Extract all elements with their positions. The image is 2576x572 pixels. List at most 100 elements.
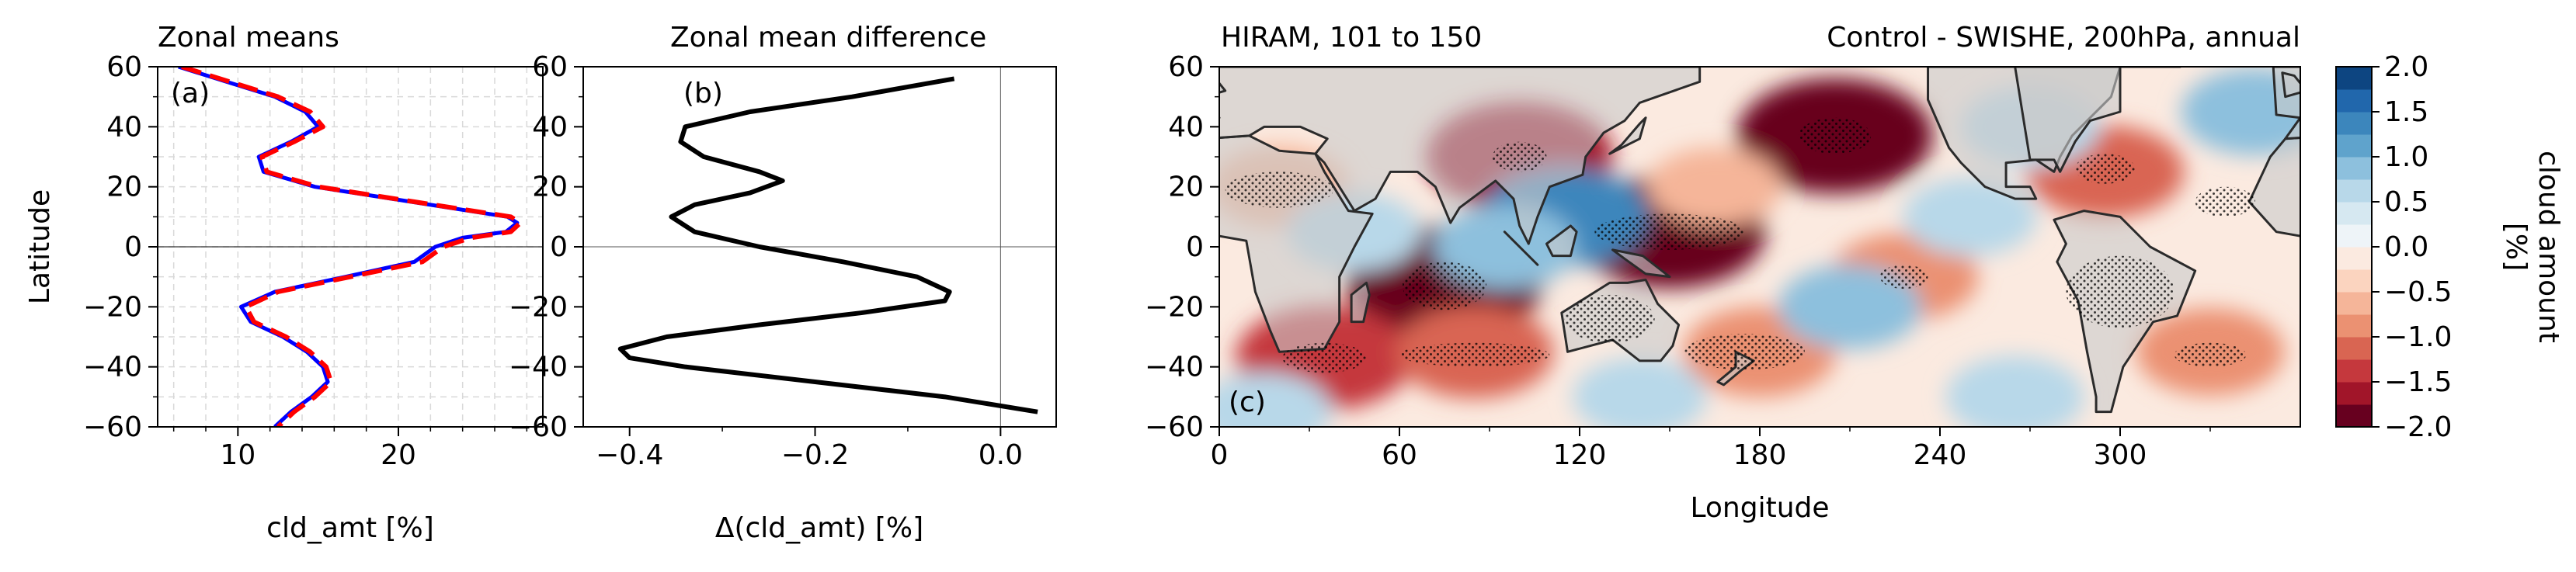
panel-a-ytick-label: 40 — [106, 111, 142, 143]
panel-c-xtick-label: 240 — [1914, 439, 1967, 471]
significance-region — [2195, 186, 2255, 217]
significance-region — [1282, 342, 1367, 373]
panel-c-ytick-label: −20 — [1145, 291, 1204, 323]
significance-region — [1879, 265, 1928, 289]
landmass-africa-wrap — [2247, 137, 2300, 237]
colorbar-tick-label: −1.5 — [2384, 366, 2452, 398]
colorbar-swatch — [2336, 269, 2372, 293]
colorbar-swatch — [2336, 404, 2372, 428]
panel-c-label: (c) — [1229, 387, 1266, 418]
colorbar-tick-label: −1.0 — [2384, 321, 2452, 353]
colorbar: 2.0 1.5 1.0 0.5 0.0 −0.5 −1.0 −1.5 −2.0 cloud am… — [2335, 51, 2564, 443]
colorbar-tick-label: 0.5 — [2384, 186, 2428, 218]
panel-a-xtick-label: 20 — [381, 439, 416, 471]
panel-b-ticks: −60 −40 −20 0 20 40 60 −0.4 −0.2 0.0 — [509, 51, 1023, 471]
panel-c-ticks: −60 −40 −20 0 20 40 60 0 60 120 180 240 300 — [1145, 51, 2211, 471]
landmass-sumatra — [1503, 231, 1539, 266]
colorbar-tick-label: −0.5 — [2384, 276, 2452, 308]
colorbar-swatch — [2336, 112, 2372, 135]
panel-c-xtick-label: 300 — [2094, 439, 2147, 471]
panel-b-xtick-label: −0.4 — [596, 439, 663, 471]
panel-b-ytick-label: −60 — [509, 411, 568, 443]
landmass-uk — [1219, 81, 1227, 94]
panel-a-ticks: −60 −40 −20 0 20 40 60 10 20 — [83, 51, 528, 471]
colorbar-swatch — [2336, 224, 2372, 248]
panel-c-ytick-label: 60 — [1168, 51, 1204, 83]
panel-b-ytick-label: 20 — [532, 172, 568, 203]
panel-a-series-blue — [178, 67, 520, 427]
panel-c-ytick-label: −60 — [1145, 411, 1204, 443]
panel-c-xtick-label: 0 — [1211, 439, 1229, 471]
colorbar-label-line1: cloud amount — [2533, 151, 2564, 343]
significance-region — [1492, 141, 1547, 172]
colorbar-swatch — [2336, 382, 2372, 405]
significance-region — [1594, 213, 1745, 250]
panel-b-xtick-label: −0.2 — [781, 439, 849, 471]
landmass-east-america-wrap — [934, 67, 1039, 172]
panel-c-xtick-label: 180 — [1733, 439, 1787, 471]
significance-region — [1225, 172, 1333, 208]
colorbar-swatches — [2336, 67, 2372, 428]
panel-b-ytick-label: −20 — [509, 291, 568, 323]
panel-a-ylabel: Latitude — [24, 189, 56, 304]
panel-a-xtick-label: 10 — [220, 439, 256, 471]
landmass-east-america-wrap-wrap — [2014, 67, 2122, 173]
colorbar-swatch — [2336, 157, 2372, 180]
colorbar-tick-label: 0.0 — [2384, 231, 2428, 263]
panel-c-landmasses — [934, 67, 2300, 414]
panel-c-anomaly-blob — [1572, 357, 1707, 427]
panel-b-ytick-label: −40 — [509, 352, 568, 383]
panel-a-ytick-label: −40 — [83, 352, 142, 383]
significance-region — [2174, 342, 2247, 367]
landmass-new-guinea — [1611, 248, 1671, 279]
panel-a-ytick-label: −20 — [83, 291, 142, 323]
significance-region — [1399, 342, 1550, 367]
panel-a-xlabel: cld_amt [%] — [266, 512, 434, 544]
panel-c-xtick-label: 60 — [1382, 439, 1417, 471]
colorbar-ticks: 2.0 1.5 1.0 0.5 0.0 −0.5 −1.0 −1.5 −2.0 — [2372, 51, 2452, 443]
colorbar-swatch — [2336, 179, 2372, 203]
panel-a-label: (a) — [171, 78, 210, 109]
colorbar-tick-label: 2.0 — [2384, 51, 2428, 83]
colorbar-tick-label: 1.0 — [2384, 141, 2428, 173]
panel-c-anomaly-blob — [1647, 147, 1782, 227]
colorbar-swatch — [2336, 314, 2372, 338]
colorbar-tick-label: −2.0 — [2384, 411, 2452, 443]
panel-b-ytick-label: 0 — [550, 231, 568, 263]
panel-c-ytick-label: 20 — [1168, 172, 1204, 203]
landmass-eurasia — [1219, 67, 1702, 245]
panel-b-series-difference — [617, 76, 1038, 414]
panel-b-xlabel: Δ(cld_amt) [%] — [715, 512, 923, 544]
panel-c-significance-stippling — [1225, 117, 2255, 373]
colorbar-label-line2: [%] — [2500, 223, 2532, 271]
colorbar-swatch — [2336, 67, 2372, 90]
panel-a-zonal-means: −60 −40 −20 0 20 40 60 10 20 Zonal means (a) cld… — [24, 22, 544, 544]
significance-region — [1799, 117, 1872, 154]
panel-c-map: −60 −40 −20 0 20 40 60 0 60 120 180 240 300 HIRAM, 1… — [934, 22, 2301, 524]
panel-c-anomaly-blob — [1945, 355, 2085, 427]
panel-b-xtick-label: 0.0 — [979, 439, 1023, 471]
landmass-uk-wrap — [2281, 71, 2300, 99]
panel-b-title: Zonal mean difference — [670, 22, 986, 54]
landmass-madagascar — [1350, 281, 1371, 324]
panel-c-ytick-label: −40 — [1145, 352, 1204, 383]
panel-c-anomaly-blob — [1903, 177, 2038, 257]
panel-a-ytick-label: 20 — [106, 172, 142, 203]
panel-a-ytick-label: 60 — [106, 51, 142, 83]
panel-c-title-right: Control - SWISHE, 200hPa, annual — [1827, 22, 2300, 54]
panel-c-anomaly-blob — [1219, 372, 1332, 427]
colorbar-swatch — [2336, 247, 2372, 270]
colorbar-swatch — [2336, 134, 2372, 158]
significance-region — [1564, 294, 1655, 343]
panel-a-title: Zonal means — [158, 22, 339, 54]
panel-c-anomaly-blob — [1778, 264, 1922, 349]
panel-b-ytick-label: 40 — [532, 111, 568, 143]
colorbar-swatch — [2336, 89, 2372, 113]
panel-b-ytick-label: 60 — [532, 51, 568, 83]
colorbar-swatch — [2336, 202, 2372, 225]
panel-c-ytick-label: 40 — [1168, 111, 1204, 143]
significance-region — [2066, 255, 2174, 328]
landmass-greenland — [2119, 67, 2181, 68]
